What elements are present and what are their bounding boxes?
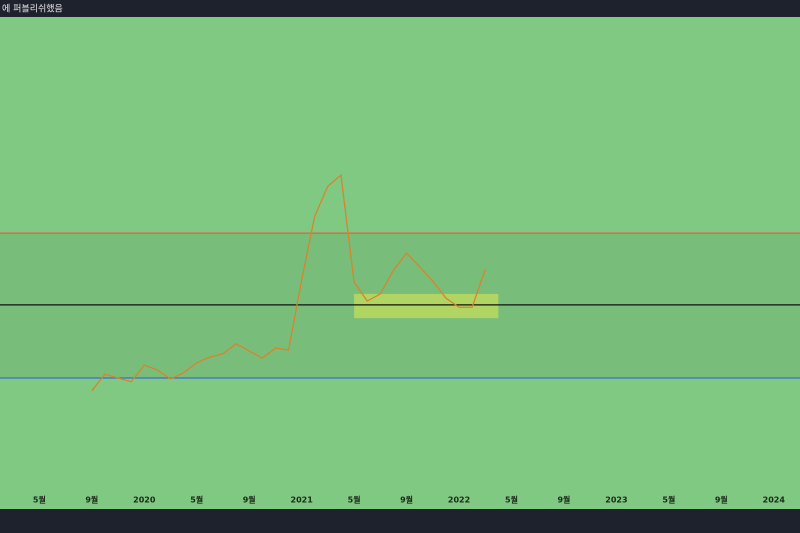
x-tick-label: 9월 — [557, 495, 570, 505]
x-tick-label: 9월 — [85, 495, 98, 505]
x-tick-label: 2022 — [448, 496, 470, 505]
x-tick-label: 2020 — [133, 496, 156, 505]
top-bar — [0, 0, 800, 17]
x-tick-label: 2021 — [291, 496, 314, 505]
x-tick-label: 5월 — [662, 495, 675, 505]
x-tick-label: 2024 — [763, 496, 786, 505]
price-line — [91, 173, 486, 392]
x-tick-label: 9월 — [243, 495, 256, 505]
x-tick-label: 9월 — [715, 495, 728, 505]
highlight-box — [354, 293, 499, 319]
plot-background — [0, 17, 800, 509]
x-tick-label: 2023 — [605, 496, 627, 505]
x-tick-label: 5월 — [190, 495, 203, 505]
header-title: 에 퍼블리쉬했음 — [2, 3, 63, 15]
bottom-bar — [0, 509, 800, 533]
x-tick-label: 5월 — [348, 495, 361, 505]
x-tick-label: 5월 — [505, 495, 518, 505]
x-tick-label: 9월 — [400, 495, 413, 505]
x-tick-label: 5월 — [33, 495, 46, 505]
